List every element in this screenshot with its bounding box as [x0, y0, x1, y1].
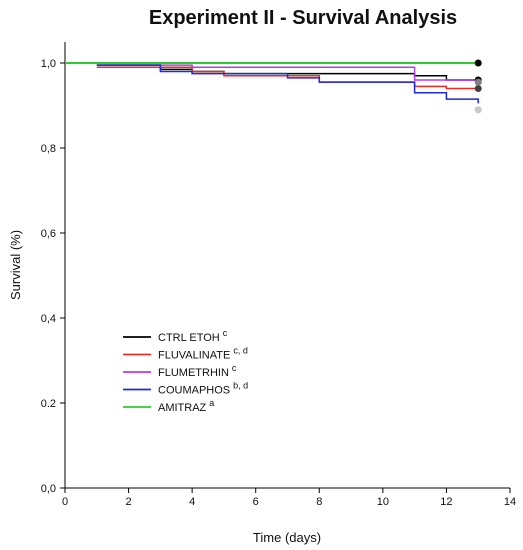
- legend-name: FLUVALINATE: [158, 350, 230, 362]
- y-tick-label: 0,8: [41, 143, 56, 155]
- legend-name: COUMAPHOS: [158, 385, 230, 397]
- legend-label-ctrl-etoh: CTRL ETOH c: [158, 328, 228, 344]
- legend-label-flumetrhin: FLUMETRHIN c: [158, 363, 237, 379]
- x-tick-label: 2: [126, 496, 132, 508]
- legend-label-amitraz: AMITRAZ a: [158, 398, 214, 414]
- y-tick-label: 0,4: [41, 313, 56, 325]
- legend-name: CTRL ETOH: [158, 332, 220, 344]
- x-ticks: 0 2 4 6 8 10 12 14: [62, 488, 516, 508]
- legend-superscript: c, d: [233, 346, 248, 356]
- x-tick-label: 6: [253, 496, 259, 508]
- legend-superscript: c: [232, 363, 237, 373]
- legend-label-coumaphos: COUMAPHOS b, d: [158, 381, 248, 397]
- x-tick-label: 10: [377, 496, 389, 508]
- legend-name: FLUMETRHIN: [158, 367, 229, 379]
- y-tick-label: 0.2: [41, 398, 56, 410]
- y-tick-label: 1,0: [41, 58, 56, 70]
- plot-area: 0 2 4 6 8 10 12 14 0,0 0.2 0,4 0,6 0,8 1,0: [41, 42, 516, 508]
- y-tick-label: 0,0: [41, 483, 56, 495]
- y-ticks: 0,0 0.2 0,4 0,6 0,8 1,0: [41, 58, 65, 495]
- x-axis-label: Time (days): [253, 530, 321, 545]
- end-markers: [474, 59, 482, 114]
- legend-label-fluvalinate: FLUVALINATE c, d: [158, 346, 248, 362]
- series-line-coumaphos: [96, 64, 479, 104]
- legend-superscript: c: [223, 328, 228, 338]
- x-tick-label: 14: [504, 496, 516, 508]
- x-tick-label: 12: [440, 496, 452, 508]
- end-marker-fluvalinate: [474, 85, 482, 92]
- end-marker-coumaphos: [474, 106, 482, 114]
- series-lines: [65, 62, 479, 104]
- x-tick-label: 8: [316, 496, 322, 508]
- chart-title: Experiment II - Survival Analysis: [149, 7, 457, 29]
- legend-superscript: b, d: [233, 381, 248, 391]
- series-line-flumetrhin: [96, 64, 479, 81]
- legend-name: AMITRAZ: [158, 402, 207, 414]
- x-tick-label: 4: [189, 496, 195, 508]
- legend-superscript: a: [209, 398, 214, 408]
- end-marker-top: [474, 59, 482, 67]
- y-axis-label: Survival (%): [8, 230, 23, 300]
- x-tick-label: 0: [62, 496, 68, 508]
- y-tick-label: 0,6: [41, 228, 56, 240]
- end-marker-flumetrhin: [474, 78, 482, 86]
